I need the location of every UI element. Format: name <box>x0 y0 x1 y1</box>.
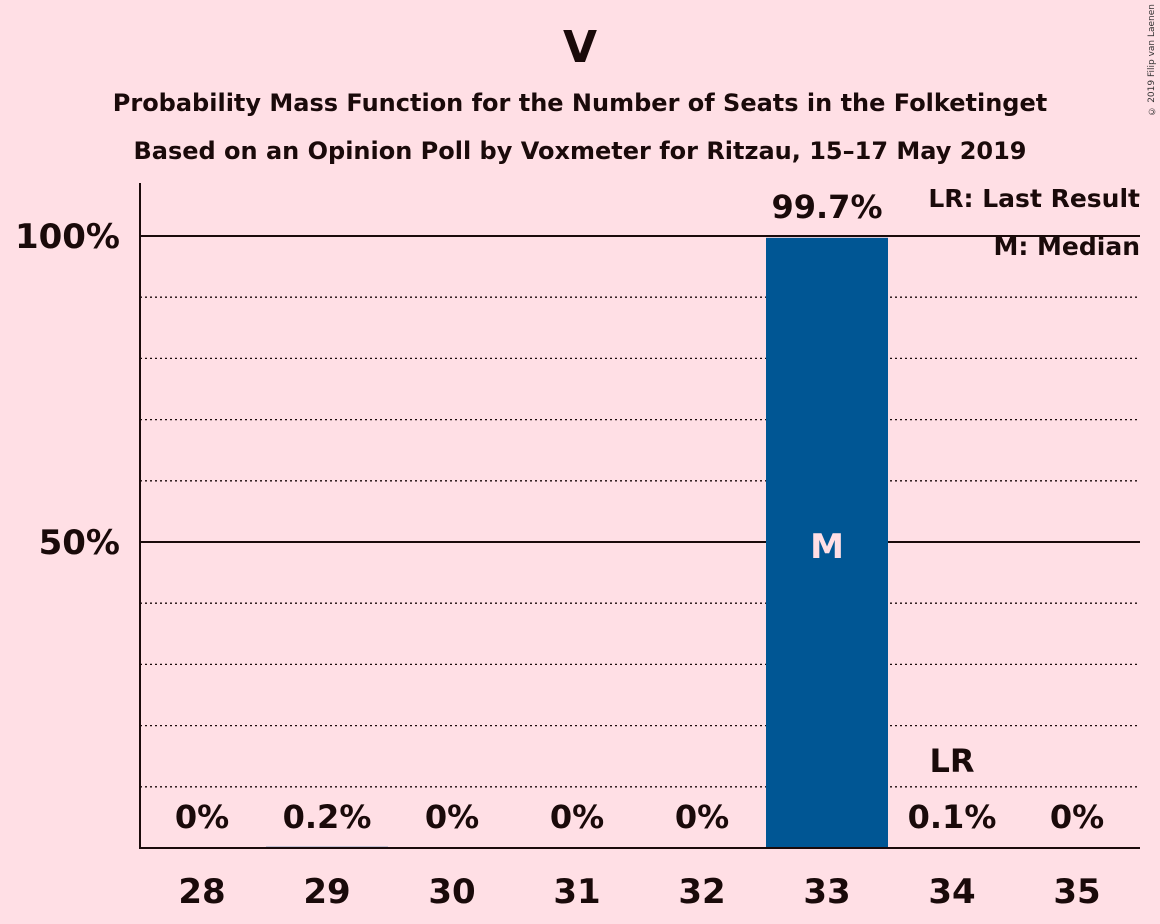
chart-subtitle-source: Based on an Opinion Poll by Voxmeter for… <box>133 137 1027 165</box>
last-result-marker: LR <box>929 742 974 780</box>
x-tick-label: 32 <box>678 872 725 912</box>
x-tick-label: 28 <box>178 872 225 912</box>
x-tick-label: 35 <box>1053 872 1100 912</box>
value-label-28: 0% <box>175 798 229 836</box>
x-tick-label: 31 <box>553 872 600 912</box>
value-label-33: 99.7% <box>771 188 882 226</box>
x-tick-label: 33 <box>803 872 850 912</box>
x-tick-label: 29 <box>303 872 350 912</box>
y-tick-label: 50% <box>39 523 120 563</box>
value-label-34: 0.1% <box>908 798 997 836</box>
value-label-32: 0% <box>675 798 729 836</box>
x-tick-label: 34 <box>928 872 975 912</box>
chart-title: V <box>562 22 598 73</box>
value-label-29: 0.2% <box>283 798 372 836</box>
value-label-31: 0% <box>550 798 604 836</box>
median-marker: M <box>810 527 844 567</box>
y-tick-label: 100% <box>15 217 120 257</box>
value-label-35: 0% <box>1050 798 1104 836</box>
value-label-30: 0% <box>425 798 479 836</box>
legend-last-result: LR: Last Result <box>928 184 1140 213</box>
x-tick-label: 30 <box>428 872 475 912</box>
bar-33 <box>766 237 888 848</box>
chart-subtitle: Probability Mass Function for the Number… <box>112 89 1048 117</box>
